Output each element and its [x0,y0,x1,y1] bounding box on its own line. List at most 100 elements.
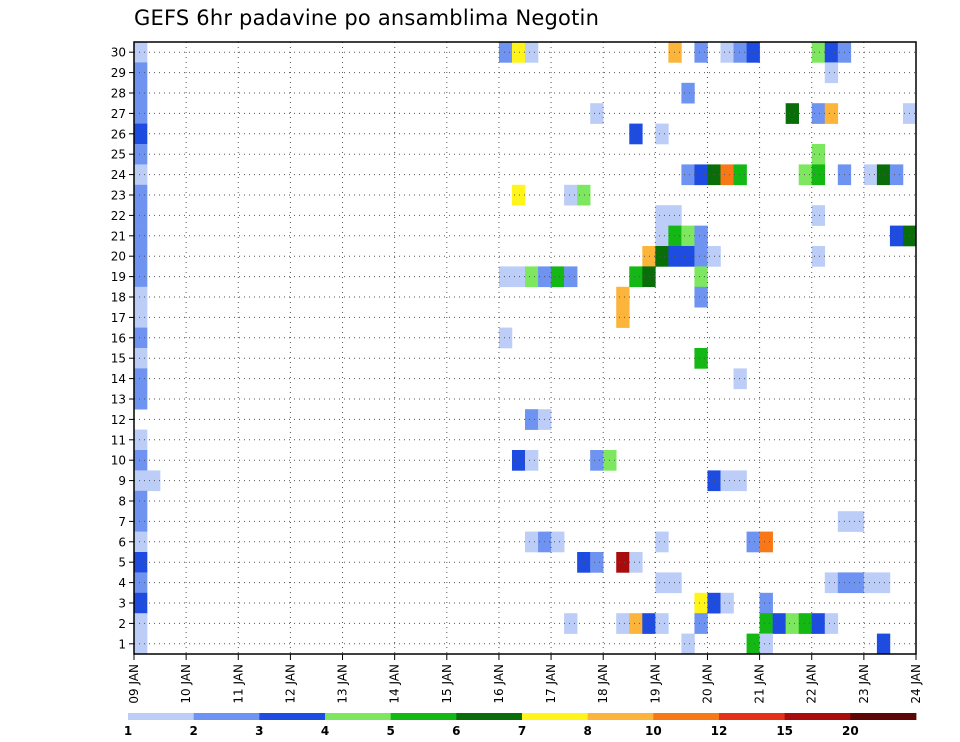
heat-cell [694,266,708,288]
heat-cell [134,205,148,226]
heat-cell [811,42,826,63]
legend-label: 4 [321,724,329,738]
heat-cell [746,633,760,655]
heat-cell [733,470,747,492]
heat-cell [746,531,760,553]
heat-cell [511,42,526,63]
heat-cell [668,225,682,247]
heat-cell [889,164,904,186]
heat-cell [134,633,148,655]
heat-cell [876,633,891,655]
heat-cell [134,348,148,369]
heat-cell [733,42,747,63]
legend-swatch [784,713,851,720]
x-tick-label: 24 JAN [909,664,923,704]
heat-cell [655,225,669,247]
heat-cell [811,164,826,186]
heat-cell [616,286,630,308]
heat-cell [134,470,148,492]
legend-swatch [128,713,195,720]
heat-cell [720,42,734,63]
y-tick-label: 8 [118,495,126,509]
x-tick-label: 13 JAN [336,664,350,704]
x-tick-label: 11 JAN [231,664,245,704]
legend-swatch [587,713,654,720]
heat-cell [134,429,148,451]
heat-cell [134,286,148,308]
heat-cell [134,388,148,410]
heat-cell [642,246,656,267]
heat-cell [694,246,708,267]
heat-cell [694,613,708,634]
legend-label: 5 [386,724,394,738]
heat-cell [590,103,604,124]
heat-cell [577,184,591,206]
heat-cell [694,592,708,614]
x-tick-label: 14 JAN [388,664,402,704]
y-tick-label: 27 [111,107,126,121]
y-tick-label: 16 [111,331,126,345]
heat-cell [694,42,708,63]
y-tick-label: 19 [111,270,126,284]
heat-cell [616,552,630,573]
x-axis: 09 JAN 10 JAN 11 JAN 12 JAN 13 JAN 14 JAN 15 J… [127,654,923,704]
legend-swatch [850,713,917,720]
chart-title: GEFS 6hr padavine po ansamblima Negotin [134,6,600,30]
y-tick-label: 24 [111,168,126,182]
legend-label: 3 [255,724,263,738]
heat-cell [681,633,695,655]
heat-cell [681,164,695,186]
heat-cell [655,205,669,226]
heat-cell [525,531,539,553]
y-tick-label: 10 [111,454,126,468]
y-axis: 1234567891011121314151617181920212223242… [111,46,134,651]
grid-lines [134,42,916,654]
y-tick-label: 7 [118,515,126,529]
heat-cell [746,42,760,63]
x-tick-label: 16 JAN [492,664,506,704]
heat-cell [759,531,773,553]
heat-cell [525,450,539,471]
heat-cell [590,552,604,573]
legend-swatch [456,713,523,720]
heat-cell [134,572,148,594]
heat-cell [759,592,773,614]
heat-cell [798,613,813,634]
heat-cell [629,552,643,573]
y-tick-label: 29 [111,66,126,80]
heat-cell [511,184,526,206]
heat-cell [824,103,839,124]
y-tick-label: 1 [118,637,126,651]
heat-cell [525,266,539,288]
heat-cell [720,592,734,614]
x-tick-label: 23 JAN [857,664,871,704]
heat-cell [134,246,148,267]
heat-cell [134,225,148,247]
heat-cell [134,164,148,186]
heat-cell [134,368,148,390]
heat-cell [759,633,773,655]
y-tick-label: 3 [118,597,126,611]
legend-swatch [325,713,392,720]
heat-cell [511,450,526,471]
heat-cell [564,266,578,288]
y-tick-label: 11 [111,433,126,447]
heat-cell [134,82,148,104]
heat-cell [863,164,878,186]
heat-cell [798,164,813,186]
heat-cell [498,266,513,288]
legend-label: 10 [645,724,662,738]
legend-label: 20 [842,724,859,738]
heat-cell [134,490,148,512]
x-tick-label: 15 JAN [440,664,454,704]
x-tick-label: 17 JAN [544,664,558,704]
legend-swatch [653,713,720,720]
heat-cell [811,103,826,124]
heat-cell [134,184,148,206]
y-tick-label: 12 [111,413,126,427]
heat-cell [134,123,148,145]
heat-cell [889,225,904,247]
x-tick-label: 09 JAN [127,664,141,704]
heat-cell [134,266,148,288]
heat-cell [785,613,799,634]
